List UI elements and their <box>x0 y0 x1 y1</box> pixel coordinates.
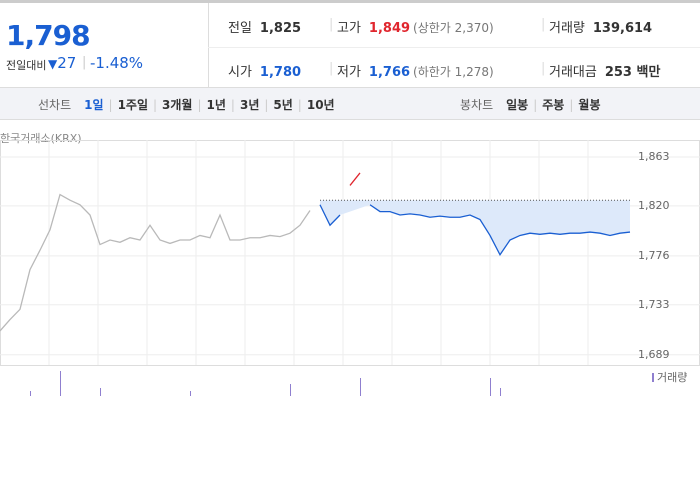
tab[interactable]: 5년 <box>273 98 293 112</box>
tab[interactable]: 주봉 <box>542 98 565 112</box>
stat-label: 시가 <box>228 65 252 80</box>
stat-label: 고가 <box>337 21 361 36</box>
stat: 거래량 139,614 <box>549 17 652 36</box>
tab-group: 봉차트 일봉 | 주봉 | 월봉 <box>455 96 606 113</box>
divider: | <box>82 55 87 70</box>
tab-group-label: 봉차트 <box>460 98 494 112</box>
volume-bar <box>490 378 491 396</box>
tab-group: 선차트 1일 | 1주일 | 3개월 | 1년 | 3년 | 5년 | 10년 <box>33 96 340 113</box>
tab[interactable]: 1년 <box>206 98 226 112</box>
tab[interactable]: 10년 <box>306 98 335 112</box>
volume-bar <box>290 384 291 396</box>
tab-bar: 선차트 1일 | 1주일 | 3개월 | 1년 | 3년 | 5년 | 10년 봉차트 일봉 | 주봉 | 월봉 <box>0 88 700 120</box>
stat-value: 1,766 <box>368 65 411 80</box>
divider: | <box>329 61 334 76</box>
divider: | <box>153 98 158 112</box>
stat-value: 1,825 <box>259 21 302 36</box>
stat-note: (하한가 1,278) <box>413 65 494 79</box>
row-divider <box>208 47 700 48</box>
divider: | <box>533 98 538 112</box>
y-tick-label: 1,689 <box>638 348 670 361</box>
divider: | <box>569 98 574 112</box>
legend-label: 거래량 <box>657 371 687 384</box>
divider: | <box>264 98 269 112</box>
tab[interactable]: 1주일 <box>117 98 148 112</box>
price-line <box>319 204 631 257</box>
stat: 거래대금 253 백만 <box>549 61 660 80</box>
stat: 고가 1,849 (상한가 2,370) <box>337 17 494 36</box>
plot-frame <box>0 140 700 366</box>
stat-value: 1,780 <box>259 65 302 80</box>
y-tick-label: 1,820 <box>638 199 670 212</box>
volume-bar <box>500 388 501 396</box>
volume-bar <box>190 391 191 396</box>
tab[interactable]: 1일 <box>84 98 104 112</box>
stat: 시가 1,780 <box>228 61 301 80</box>
stat-value: 139,614 <box>592 21 653 36</box>
divider: | <box>230 98 235 112</box>
stat-label: 거래대금 <box>549 65 597 80</box>
tab[interactable]: 일봉 <box>506 98 529 112</box>
volume-bar <box>100 388 101 396</box>
price-box: 1,798 전일대비 ▼27 | -1.48% <box>0 3 209 88</box>
summary: 1,798 전일대비 ▼27 | -1.48% 전일 1,825 고가 1,849 (상… <box>0 0 700 88</box>
price-line <box>349 172 361 186</box>
divider: | <box>197 98 202 112</box>
tab[interactable]: 월봉 <box>578 98 601 112</box>
stat-label: 거래량 <box>549 21 585 36</box>
divider: | <box>541 17 546 32</box>
source: 한국거래소(KRX) <box>0 132 82 145</box>
volume-bar <box>360 378 361 396</box>
stat: 전일 1,825 <box>228 17 301 36</box>
volume-bar <box>60 371 61 396</box>
chart: 1,863 1,820 1,776 1,733 1,689 거래량 <box>0 140 700 397</box>
divider: | <box>329 17 334 32</box>
change-value: 27 <box>57 54 77 72</box>
volume-bar <box>30 391 31 396</box>
change-pct: -1.48% <box>90 54 144 72</box>
change-label: 전일대비 <box>6 59 47 72</box>
stat-label: 저가 <box>337 65 361 80</box>
change: ▼27 <box>48 54 77 72</box>
y-tick-label: 1,863 <box>638 150 670 163</box>
divider: | <box>541 61 546 76</box>
tab[interactable]: 3년 <box>239 98 260 112</box>
tab-group-label: 선차트 <box>38 98 72 112</box>
price: 1,798 <box>6 19 91 52</box>
divider: | <box>108 98 113 112</box>
tab[interactable]: 3개월 <box>162 98 193 112</box>
area-fill <box>320 200 630 255</box>
price-line <box>0 193 311 332</box>
stat: 저가 1,766 (하한가 1,278) <box>337 61 494 80</box>
stat-note: (상한가 2,370) <box>413 21 494 35</box>
y-tick-label: 1,776 <box>638 249 670 262</box>
stat-value: 1,849 <box>368 21 411 36</box>
divider: | <box>297 98 302 112</box>
stat-label: 전일 <box>228 21 252 36</box>
legend-swatch <box>652 373 654 382</box>
stat-value: 253 백만 <box>604 65 661 80</box>
y-tick-label: 1,733 <box>638 298 670 311</box>
